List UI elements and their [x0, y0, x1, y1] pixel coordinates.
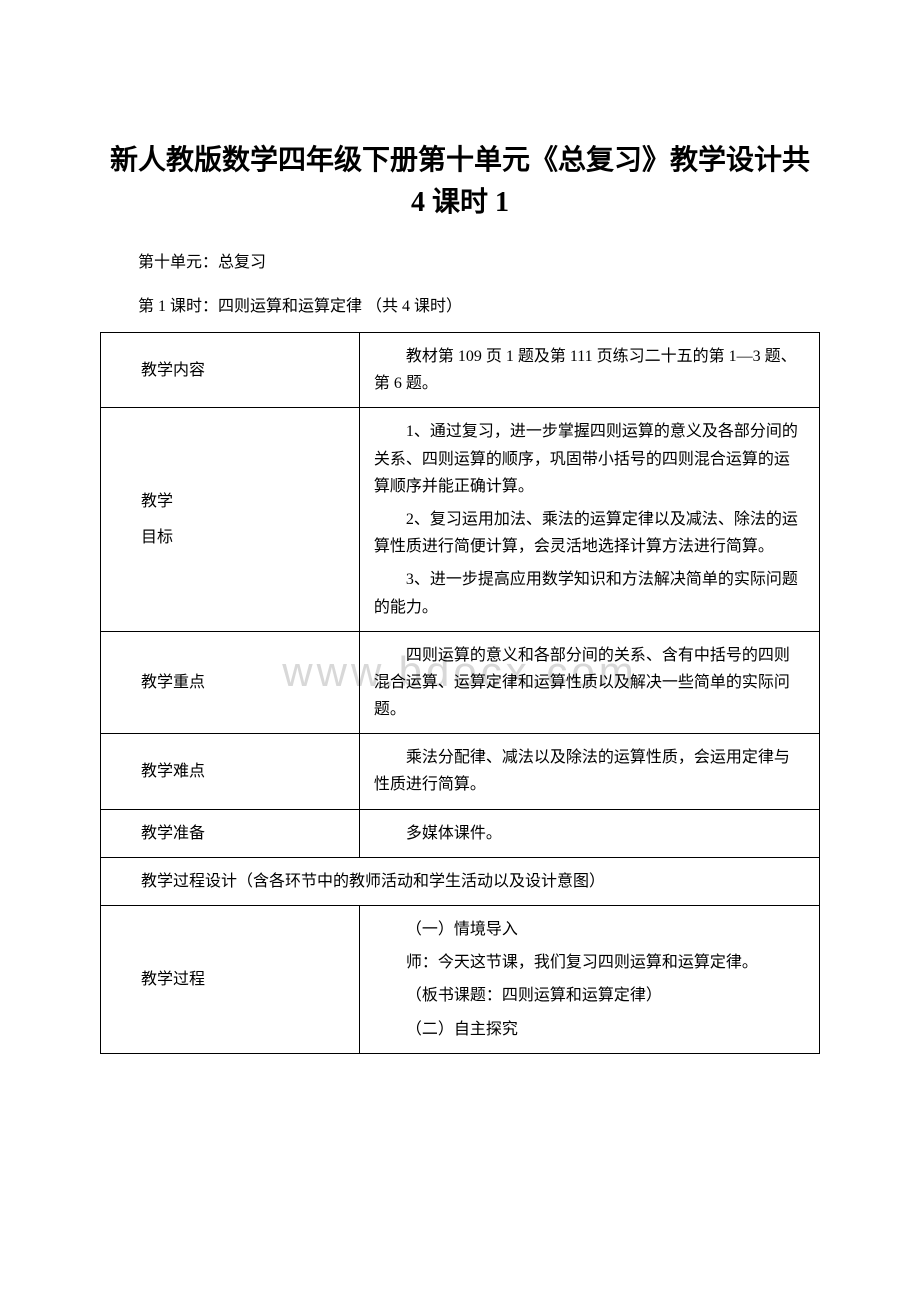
table-row-merged: 教学过程设计（含各环节中的教师活动和学生活动以及设计意图） [101, 857, 820, 905]
page-title: 新人教版数学四年级下册第十单元《总复习》教学设计共 4 课时 1 [100, 140, 820, 224]
table-row: 教学准备 多媒体课件。 [101, 809, 820, 857]
unit-subtitle: 第十单元：总复习 [100, 248, 820, 272]
row-label: 教学准备 [101, 809, 360, 857]
row-label: 教学 目标 [101, 408, 360, 631]
table-row: 教学难点 乘法分配律、减法以及除法的运算性质，会运用定律与性质进行简算。 [101, 734, 820, 809]
row-label: 教学重点 [101, 631, 360, 734]
row-content: 教材第 109 页 1 题及第 111 页练习二十五的第 1—3 题、第 6 题… [359, 333, 819, 408]
table-row: 教学 目标 1、通过复习，进一步掌握四则运算的意义及各部分间的关系、四则运算的顺… [101, 408, 820, 631]
table-row: 教学过程 （一）情境导入 师：今天这节课，我们复习四则运算和运算定律。 （板书课… [101, 906, 820, 1054]
row-content: 乘法分配律、减法以及除法的运算性质，会运用定律与性质进行简算。 [359, 734, 819, 809]
row-content: （一）情境导入 师：今天这节课，我们复习四则运算和运算定律。 （板书课题：四则运… [359, 906, 819, 1054]
table-row: 教学重点 四则运算的意义和各部分间的关系、含有中括号的四则混合运算、运算定律和运… [101, 631, 820, 734]
document-content: 新人教版数学四年级下册第十单元《总复习》教学设计共 4 课时 1 第十单元：总复… [100, 140, 820, 1054]
row-label: 教学难点 [101, 734, 360, 809]
table-row: 教学内容 教材第 109 页 1 题及第 111 页练习二十五的第 1—3 题、… [101, 333, 820, 408]
section-header: 教学过程设计（含各环节中的教师活动和学生活动以及设计意图） [101, 857, 820, 905]
row-content: 多媒体课件。 [359, 809, 819, 857]
row-content: 四则运算的意义和各部分间的关系、含有中括号的四则混合运算、运算定律和运算性质以及… [359, 631, 819, 734]
lesson-plan-table: 教学内容 教材第 109 页 1 题及第 111 页练习二十五的第 1—3 题、… [100, 332, 820, 1054]
row-label: 教学内容 [101, 333, 360, 408]
lesson-subtitle: 第 1 课时：四则运算和运算定律 （共 4 课时） [100, 292, 820, 316]
row-content: 1、通过复习，进一步掌握四则运算的意义及各部分间的关系、四则运算的顺序，巩固带小… [359, 408, 819, 631]
row-label: 教学过程 [101, 906, 360, 1054]
